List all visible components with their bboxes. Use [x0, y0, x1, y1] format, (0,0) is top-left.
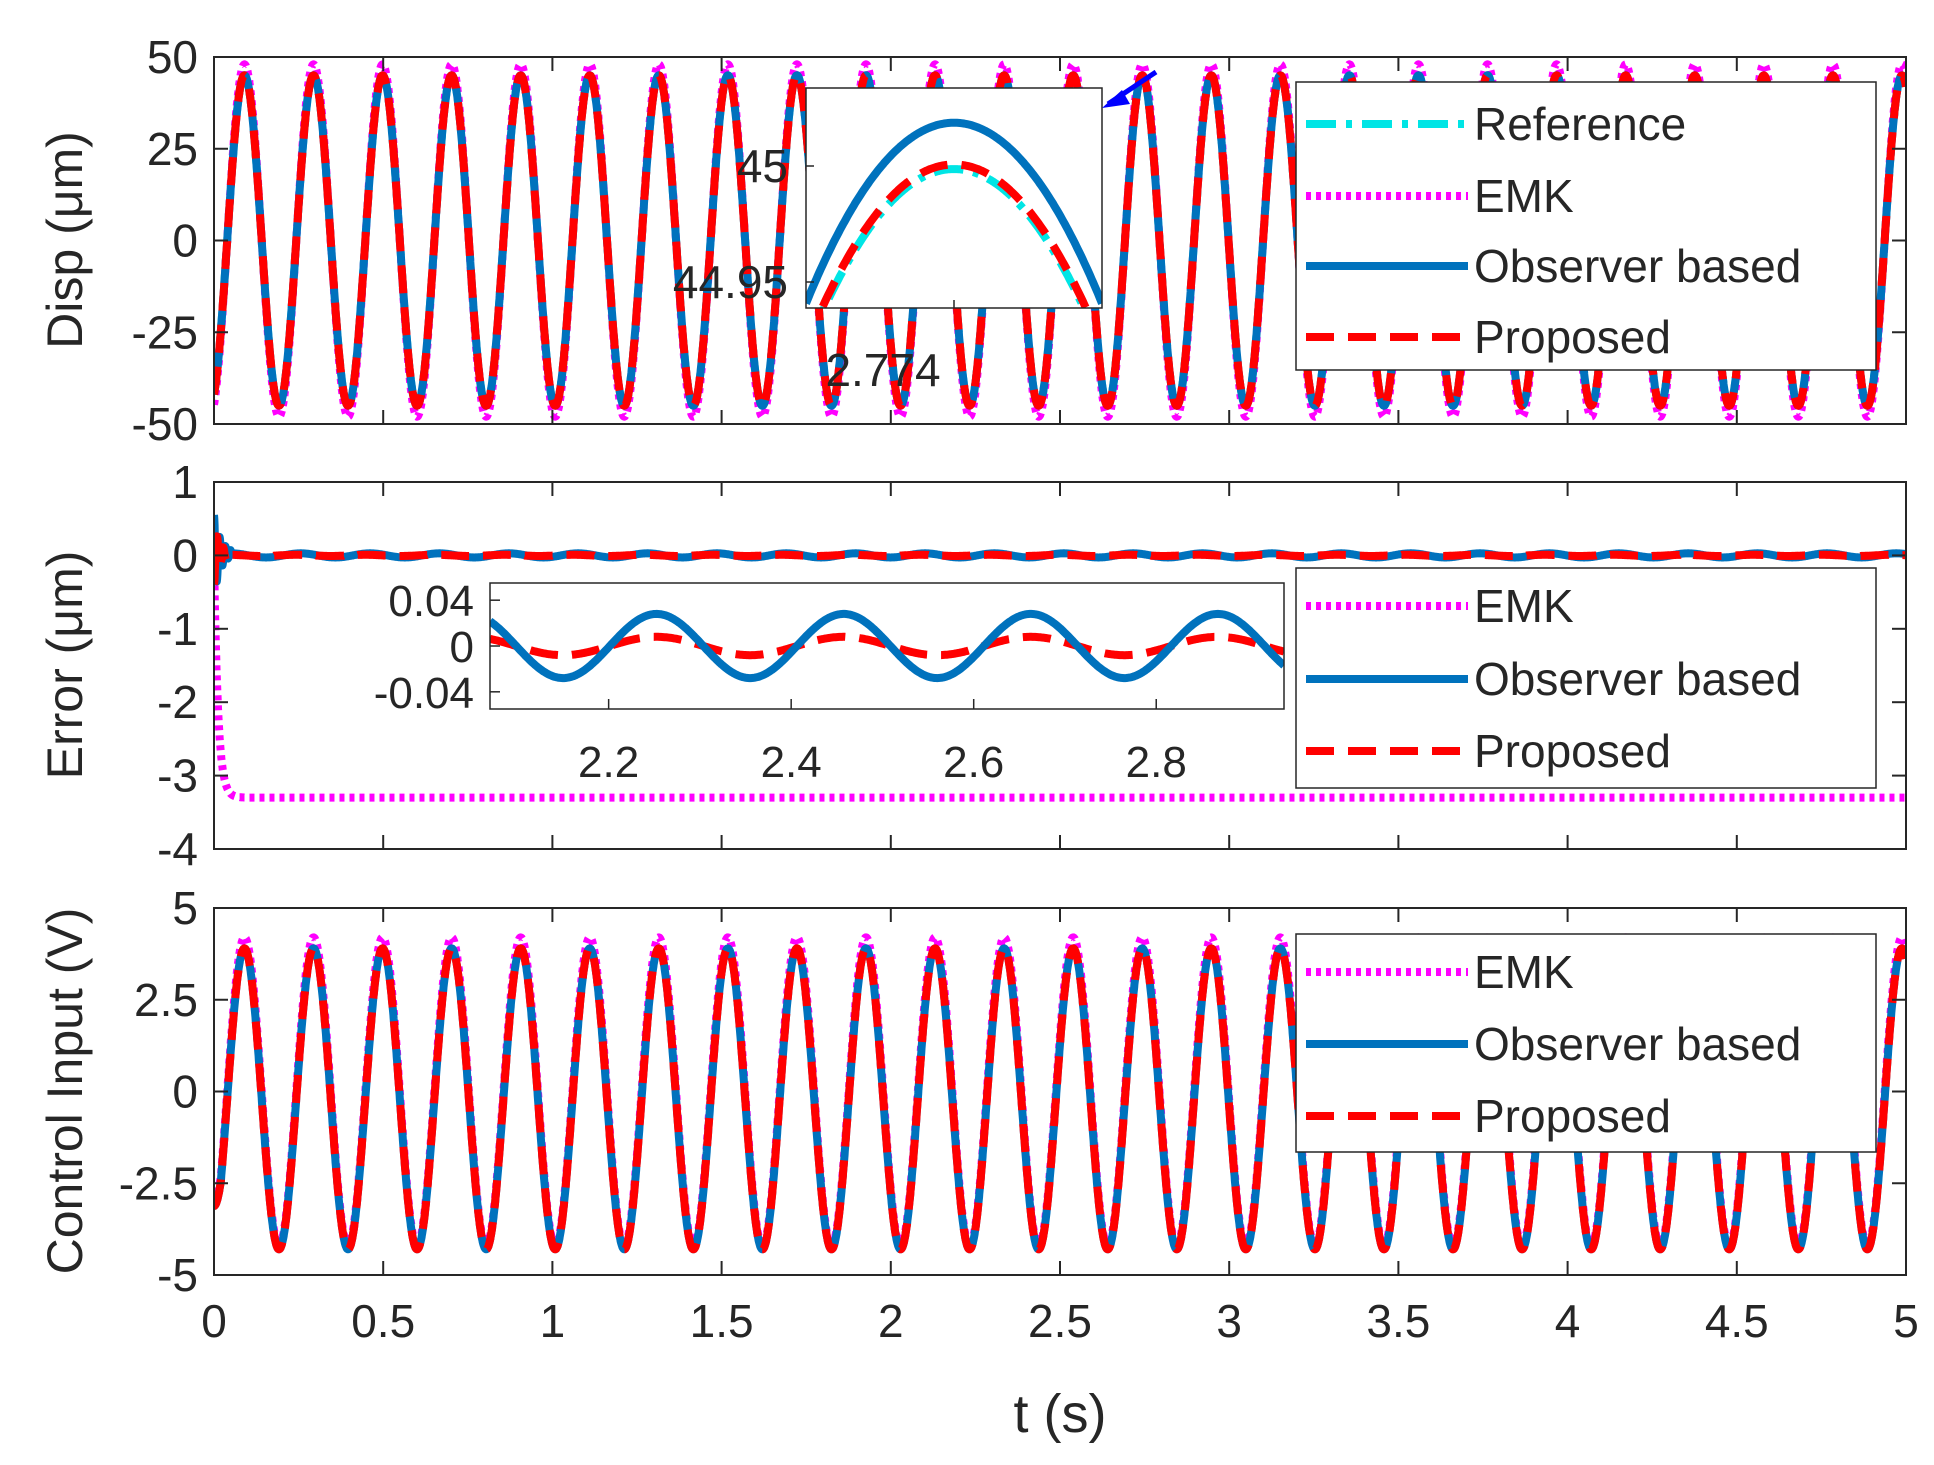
y-tick-label: -1 [157, 603, 198, 655]
series-line-proposed [214, 71, 1906, 410]
y-tick-label: 5 [172, 882, 198, 934]
inset-line-proposed [817, 160, 1091, 308]
inset-line-observer-based [806, 118, 1102, 305]
x-tick-mark-group [213, 57, 1907, 424]
inset-y-tick-label: 45 [737, 140, 788, 192]
inset-line-proposed [490, 632, 1284, 660]
y-tick-label: 2.5 [134, 974, 198, 1026]
y-tick-label: -50 [132, 398, 198, 450]
error-panel: 1 0 -1 -2 -3 -4 Error (μm) EMK Observer based… [37, 456, 1907, 875]
y-tick-label: -4 [157, 823, 198, 875]
x-axis-label: t (s) [1014, 1384, 1107, 1444]
x-tick-label: 1 [540, 1295, 566, 1347]
y-tick-group: 1 0 -1 -2 -3 -4 [157, 456, 1906, 875]
x-tick-label: 1.5 [690, 1295, 754, 1347]
y-tick-label: 25 [147, 123, 198, 175]
y-tick-label: 0 [172, 215, 198, 267]
legend-label-observer: Observer based [1474, 653, 1801, 705]
y-tick-label: 0 [172, 529, 198, 581]
error-inset: 0.040-0.04 2.2 2.4 2.6 2.8 [374, 577, 1285, 787]
legend-label-emk: EMK [1474, 170, 1574, 222]
x-tick-label: 0 [201, 1295, 227, 1347]
inset-x-tick-label: 2.2 [578, 738, 639, 787]
zoom-inset: 45 44.95 2.774 [673, 69, 1158, 396]
x-tick-label: 3.5 [1366, 1295, 1430, 1347]
legend-box [1295, 81, 1877, 371]
y-axis-label: Control Input (V) [37, 908, 93, 1275]
inset-y-tick-label: 0.04 [388, 577, 474, 626]
legend-label-proposed: Proposed [1474, 1090, 1671, 1142]
inset-x-tick-label: 2.4 [761, 738, 822, 787]
legend-label-emk: EMK [1474, 946, 1574, 998]
series-line-proposed [214, 532, 1906, 587]
x-tick-label: 0.5 [351, 1295, 415, 1347]
legend-label-observer: Observer based [1474, 1018, 1801, 1070]
y-tick-label: 0 [172, 1066, 198, 1118]
y-tick-group: 5 2.5 0 -2.5 -5 [119, 882, 1906, 1301]
inset-x-tick-label: 2.774 [825, 344, 940, 396]
legend-label-reference: Reference [1474, 98, 1686, 150]
x-tick-label: 5 [1893, 1295, 1919, 1347]
x-tick-mark-group [213, 908, 1907, 1275]
legend-label-observer: Observer based [1474, 240, 1801, 292]
legend: EMK Observer based Proposed [1295, 567, 1877, 789]
displacement-panel: 50 25 0 -25 -50 Disp (μm) Reference EMK Obse… [37, 31, 1907, 450]
legend: EMK Observer based Proposed [1295, 933, 1877, 1153]
y-tick-label: -2 [157, 676, 198, 728]
x-tick-label: 3 [1216, 1295, 1242, 1347]
inset-y-tick-label: -0.04 [374, 669, 474, 718]
y-tick-label: 50 [147, 31, 198, 83]
inset-line-observer-based [490, 609, 1284, 683]
inset-y-tick-label: 0 [450, 623, 474, 672]
control-input-panel: 5 2.5 0 -2.5 -5 0 0.5 1 1.5 2 2.5 3 3.5 4 4.5 5 Contro… [37, 882, 1919, 1444]
zoom-arrow-head [1102, 90, 1130, 108]
y-tick-label: -25 [132, 306, 198, 358]
inset-x-tick-label: 2.6 [943, 738, 1004, 787]
y-tick-label: -2.5 [119, 1157, 198, 1209]
error-series-group [214, 514, 1906, 802]
x-tick-label-group: 0 0.5 1 1.5 2 2.5 3 3.5 4 4.5 5 [201, 1295, 1919, 1347]
y-axis-label: Error (μm) [37, 551, 93, 780]
x-tick-label: 4.5 [1705, 1295, 1769, 1347]
y-tick-label: -3 [157, 750, 198, 802]
inset-tick-group: 0.040-0.04 2.2 2.4 2.6 2.8 [374, 577, 1187, 787]
y-tick-group: 50 25 0 -25 -50 [132, 31, 1906, 450]
inset-x-tick-label: 2.8 [1126, 738, 1187, 787]
y-axis-label: Disp (μm) [37, 131, 93, 349]
legend: Reference EMK Observer based Proposed [1295, 81, 1877, 371]
x-tick-label: 2.5 [1028, 1295, 1092, 1347]
series-line-emk [214, 555, 1906, 802]
inset-series-group [806, 118, 1102, 308]
inset-y-tick-label: 44.95 [673, 256, 788, 308]
legend-label-emk: EMK [1474, 580, 1574, 632]
x-tick-label: 2 [878, 1295, 904, 1347]
inset-series-group [490, 609, 1284, 683]
legend-label-proposed: Proposed [1474, 725, 1671, 777]
y-tick-label: 1 [172, 456, 198, 508]
legend-label-proposed: Proposed [1474, 311, 1671, 363]
x-tick-mark-group [213, 482, 1907, 849]
x-tick-label: 4 [1555, 1295, 1581, 1347]
y-tick-label: -5 [157, 1249, 198, 1301]
